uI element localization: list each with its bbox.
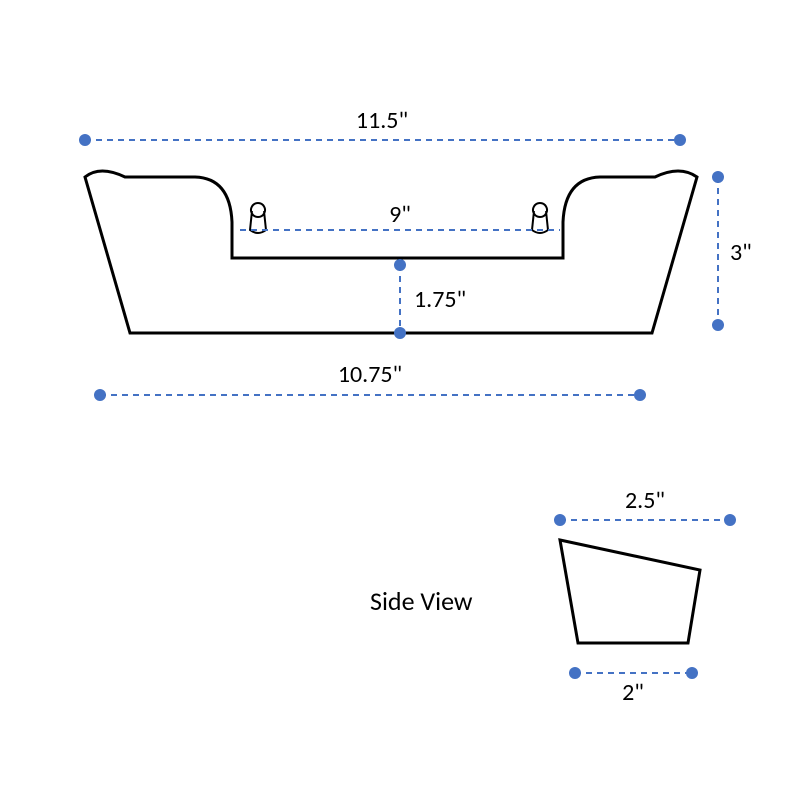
front-outline: [85, 171, 697, 333]
dim-side-top-label: 2.5": [625, 486, 665, 515]
dim-height-label: 3": [730, 238, 752, 267]
dim-inner-depth: 1.75": [394, 259, 466, 339]
dim-top-width: 11.5": [79, 106, 686, 146]
keyhole-right-icon: [532, 203, 548, 233]
dim-bottom-width: 10.75": [94, 360, 646, 401]
dim-side-top: 2.5": [554, 486, 736, 526]
dim-inner-depth-label: 1.75": [414, 285, 466, 314]
dim-side-bottom-label: 2": [622, 678, 644, 707]
dim-inner-width: 9": [240, 200, 560, 230]
dim-top-width-label: 11.5": [356, 106, 408, 135]
side-view-label: Side View: [370, 585, 473, 617]
dim-bottom-width-label: 10.75": [338, 360, 402, 389]
dim-side-bottom: 2": [569, 667, 698, 707]
keyhole-left-icon: [250, 203, 266, 233]
dim-height: 3": [712, 171, 752, 331]
side-outline: [560, 540, 700, 643]
dim-inner-width-label: 9": [389, 200, 411, 229]
